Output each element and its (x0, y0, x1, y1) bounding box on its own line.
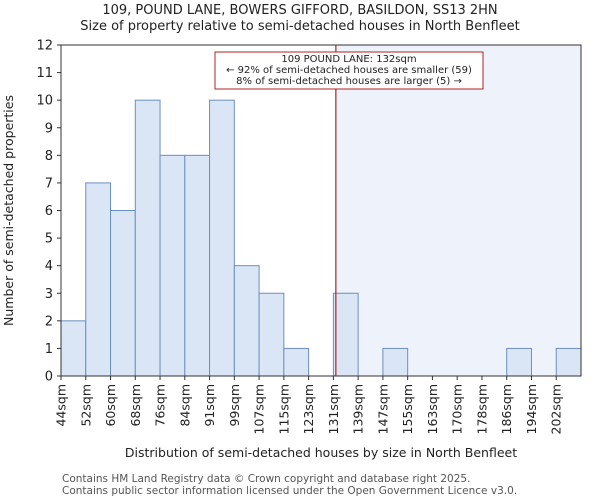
x-tick-label: 91sqm (202, 384, 217, 427)
bar-202sqm (555, 347, 582, 377)
x-tick-label: 186sqm (499, 384, 514, 434)
y-tick-label: 0 (45, 370, 53, 385)
x-tick-label: 170sqm (450, 384, 465, 434)
x-tick-label: 76sqm (153, 384, 168, 427)
x-tick-label: 202sqm (549, 384, 564, 434)
bar-186sqm (506, 347, 532, 377)
x-tick-label: 115sqm (276, 384, 291, 434)
x-tick-label: 131sqm (326, 384, 341, 434)
annotation-box: 109 POUND LANE: 132sqm ← 92% of semi-det… (214, 51, 484, 90)
y-axis-label: Number of semi-detached properties (1, 95, 16, 326)
y-tick-label: 1 (45, 342, 53, 357)
x-tick-label: 163sqm (425, 384, 440, 434)
y-tick-label: 6 (45, 204, 53, 219)
bar-44sqm (60, 320, 87, 377)
y-tick-label: 9 (45, 121, 53, 136)
bar-60sqm (110, 210, 136, 377)
y-tick-label: 10 (36, 94, 53, 109)
bar-52sqm (85, 182, 112, 377)
bar-76sqm (159, 154, 186, 377)
bar-68sqm (134, 99, 161, 377)
chart-subtitle: Size of property relative to semi-detach… (80, 19, 520, 34)
x-tick-label: 107sqm (252, 384, 267, 434)
bar-147sqm (382, 347, 409, 377)
larger-region-shade (335, 45, 581, 376)
y-tick-label: 12 (36, 39, 53, 54)
y-tick-label: 4 (45, 259, 53, 274)
x-tick-label: 139sqm (351, 384, 366, 434)
x-axis-label: Distribution of semi-detached houses by … (125, 445, 517, 460)
x-tick-label: 178sqm (474, 384, 489, 434)
y-tick-label: 5 (45, 232, 53, 247)
x-tick-label: 60sqm (103, 384, 118, 427)
y-tick-label: 3 (45, 287, 53, 302)
x-tick-label: 155sqm (400, 384, 415, 434)
annotation-title: 109 POUND LANE: 132sqm (281, 54, 416, 65)
x-tick-label: 44sqm (54, 384, 69, 427)
bar-115sqm (283, 347, 310, 377)
x-tick-label: 194sqm (524, 384, 539, 434)
y-tick-label: 2 (45, 314, 53, 329)
annotation-larger: 8% of semi-detached houses are larger (5… (236, 76, 462, 87)
bar-99sqm (233, 265, 260, 377)
y-tick-label: 8 (45, 149, 53, 164)
x-tick-label: 147sqm (375, 384, 390, 434)
y-tick-label: 11 (36, 66, 53, 81)
x-tick-label: 84sqm (177, 384, 192, 427)
annotation-smaller: ← 92% of semi-detached houses are smalle… (226, 65, 472, 76)
footer-copyright: Contains HM Land Registry data © Crown c… (62, 473, 471, 485)
bar-131sqm (332, 292, 359, 377)
bar-91sqm (209, 99, 235, 377)
footer-licence: Contains public sector information licen… (62, 485, 518, 497)
bar-84sqm (184, 154, 211, 377)
bar-107sqm (258, 292, 285, 377)
x-tick-label: 99sqm (227, 384, 242, 427)
chart-title: 109, POUND LANE, BOWERS GIFFORD, BASILDO… (102, 3, 498, 18)
x-tick-label: 52sqm (78, 384, 93, 427)
x-tick-label: 123sqm (301, 384, 316, 434)
x-tick-label: 68sqm (128, 384, 143, 427)
y-tick-label: 7 (45, 176, 53, 191)
